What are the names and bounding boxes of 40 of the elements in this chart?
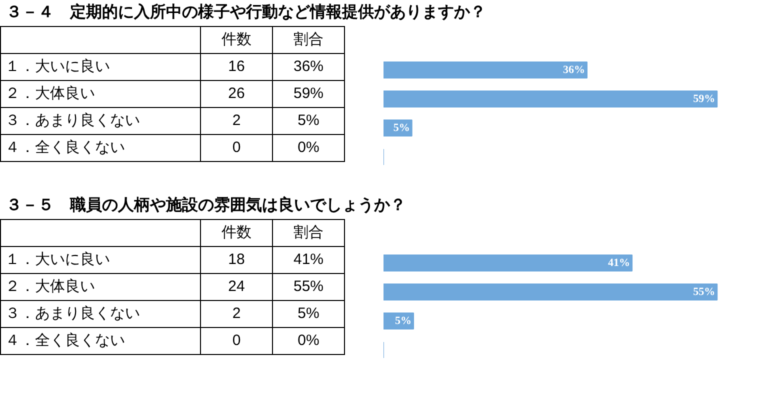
text: 0 xyxy=(200,328,272,354)
text: 24 xyxy=(200,274,272,300)
text: ３－５ 職員の人柄や施設の雰囲気は良いでしょうか？ xyxy=(5,195,406,216)
bar xyxy=(384,284,718,300)
text: 0% xyxy=(272,328,344,354)
category-label: ４．全く良くない xyxy=(5,332,125,350)
text: 0 xyxy=(200,134,272,162)
text: 55% xyxy=(272,274,344,300)
text: 18 xyxy=(200,246,272,274)
text: 5% xyxy=(395,315,412,327)
text: 41% xyxy=(272,246,344,274)
bar xyxy=(384,90,718,108)
text: 55% xyxy=(693,286,716,298)
text: 5% xyxy=(272,108,344,134)
text: 2 xyxy=(200,300,272,328)
category-label: ２．大体良い xyxy=(5,278,95,296)
category-label: １．大いに良い xyxy=(5,58,110,76)
text: 59% xyxy=(693,93,716,105)
text: 41% xyxy=(608,257,630,269)
category-label: １．大いに良い xyxy=(5,251,110,268)
text: 26 xyxy=(200,80,272,108)
text: 件数 xyxy=(200,220,272,246)
text: 2 xyxy=(200,108,272,134)
category-label: ３．あまり良くない xyxy=(5,305,140,322)
text: 36% xyxy=(272,54,344,80)
text: 5% xyxy=(272,300,344,328)
text: 件数 xyxy=(200,26,272,54)
text: ３－４ 定期的に入所中の様子や行動など情報提供がありますか？ xyxy=(5,2,486,23)
category-label: ４．全く良くない xyxy=(5,139,125,156)
category-label: ２．大体良い xyxy=(5,85,95,102)
bar xyxy=(384,62,588,78)
text: 16 xyxy=(200,54,272,80)
text: 割合 xyxy=(272,26,344,54)
text: 36% xyxy=(563,64,586,76)
text: 0% xyxy=(272,134,344,162)
text: 59% xyxy=(272,80,344,108)
text: 5% xyxy=(393,122,410,134)
category-label: ３．あまり良くない xyxy=(5,112,140,130)
bar xyxy=(384,254,633,272)
text: 割合 xyxy=(272,220,344,246)
